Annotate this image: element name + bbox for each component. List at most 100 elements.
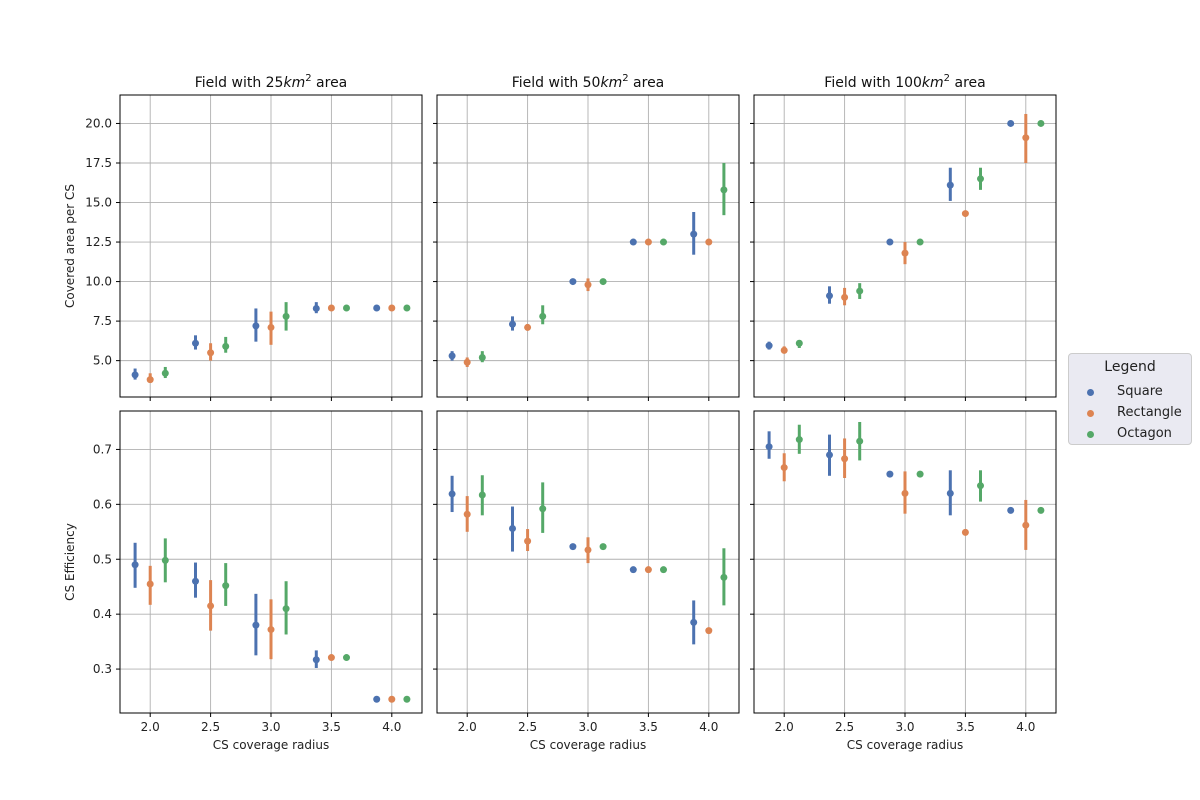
y-tick-label: 7.5 [93,314,112,328]
point-rectangle [388,304,396,312]
point-rectangle [961,528,969,536]
panel-1: 5.0 7.5 10.0 12.5 15.0 17.5 20.0 Field with 25k… [85,73,423,401]
point-square [946,181,954,189]
point-octagon [539,505,547,513]
point-rectangle [207,602,215,610]
point-square [192,577,199,585]
point-rectangle [901,249,909,257]
x-tick-label: 3.5 [322,720,341,734]
point-rectangle [463,358,471,366]
panel-4: 0.3 0.4 0.5 0.6 0.7 2.0 2.5 3.0 3.5 4.0 CS coverag… [93,410,423,752]
x-tick-label: 4.0 [1016,720,1035,734]
legend-label-rectangle: Rectangle [1117,405,1182,420]
y-tick-label: 0.7 [93,442,112,456]
point-octagon [795,436,803,444]
panel-2: Field with 50km2 area [433,73,740,401]
point-square [765,342,773,350]
x-tick-label: 2.0 [458,720,477,734]
point-octagon [916,470,924,478]
point-octagon [720,186,728,194]
point-octagon [1037,506,1045,514]
point-rectangle [841,293,849,301]
point-octagon [161,369,169,377]
x-tick-label: 4.0 [699,720,718,734]
point-octagon [916,238,924,246]
point-octagon [977,175,984,183]
point-octagon [660,238,667,246]
point-rectangle [584,546,592,554]
point-rectangle [146,376,154,384]
point-octagon [403,695,411,703]
y-tick-label: 0.3 [93,662,112,676]
point-octagon [977,482,984,490]
point-octagon [660,566,667,574]
point-square [192,339,199,347]
point-square [690,230,698,238]
y-tick-label: 20.0 [85,116,112,130]
y-tick-label: 15.0 [85,196,112,210]
point-rectangle [1022,521,1030,529]
x-tick-label: 3.5 [956,720,975,734]
point-octagon [599,543,607,551]
panel-3: Field with 100km2 area [750,73,1057,401]
x-axis-label: CS coverage radius [847,738,963,752]
point-octagon [343,654,350,662]
point-rectangle [961,210,969,218]
point-square [252,322,260,330]
point-square [569,278,577,286]
panel-title: Field with 100km2 area [824,73,985,91]
x-axis-label: CS coverage radius [530,738,646,752]
x-tick-label: 4.0 [382,720,401,734]
point-square [826,292,833,300]
y-tick-label: 0.4 [93,607,112,621]
x-tick-label: 2.0 [141,720,160,734]
point-square [373,695,381,703]
point-octagon [599,278,607,286]
point-square [886,470,894,478]
legend-label-square: Square [1117,384,1163,399]
legend-title: Legend [1104,359,1156,375]
point-octagon [1037,119,1045,127]
point-octagon [795,339,803,347]
legend-marker-square [1087,389,1094,396]
point-rectangle [644,566,652,574]
legend: Legend Square Rectangle Octagon [1068,353,1192,445]
point-square [448,352,456,360]
point-rectangle [524,537,532,545]
y-tick-label: 0.5 [93,552,112,566]
point-square [1007,506,1015,514]
point-square [448,490,456,498]
point-rectangle [584,281,592,289]
point-octagon [161,556,169,564]
y-axis-label: Covered area per CS [63,184,77,308]
x-tick-label: 3.0 [261,720,280,734]
point-rectangle [705,627,713,635]
legend-label-octagon: Octagon [1117,426,1172,441]
panel-title: Field with 50km2 area [512,73,665,91]
point-rectangle [388,695,396,703]
point-square [373,304,381,312]
point-octagon [856,437,864,445]
x-tick-label: 3.0 [578,720,597,734]
point-square [765,443,773,451]
x-tick-label: 3.5 [639,720,658,734]
point-octagon [478,491,486,499]
point-square [886,238,894,246]
point-octagon [403,304,411,312]
x-tick-label: 2.5 [835,720,854,734]
x-tick-label: 3.0 [895,720,914,734]
y-axis-label: CS Efficiency [63,523,77,601]
point-square [629,566,637,574]
point-rectangle [524,323,532,331]
point-octagon [282,605,290,613]
y-tick-label: 10.0 [85,275,112,289]
point-rectangle [644,238,652,246]
point-rectangle [705,238,713,246]
point-octagon [282,312,290,320]
point-square [690,618,698,626]
legend-marker-rectangle [1087,410,1094,417]
y-tick-label: 17.5 [85,156,112,170]
point-square [312,304,320,312]
point-octagon [720,573,728,581]
